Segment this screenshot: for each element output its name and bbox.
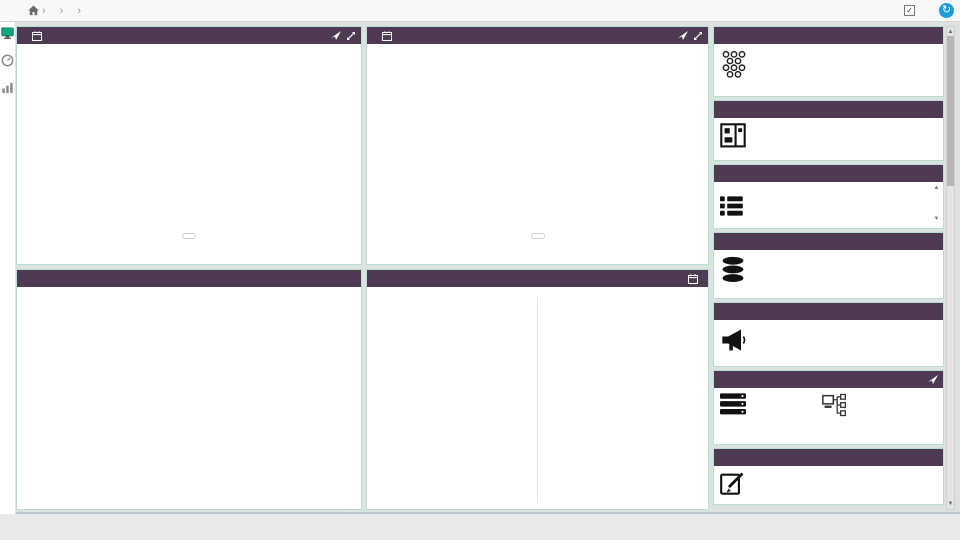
- bottom-tab-bar: [0, 512, 960, 540]
- expand-icon[interactable]: [693, 31, 703, 41]
- right-summary-column: ▲ ▼: [713, 26, 944, 505]
- bar-chart-icon[interactable]: [1, 81, 14, 94]
- tab-load[interactable]: [480, 515, 510, 539]
- megaphone-icon: [722, 329, 746, 351]
- cpu-memory-disk-panel: [16, 26, 362, 265]
- auto-refresh-checkbox[interactable]: ✓: [904, 5, 915, 16]
- tab-design[interactable]: [450, 515, 480, 539]
- gauge-icon[interactable]: [1, 54, 14, 67]
- completed-failed-pie-chart: [538, 295, 709, 455]
- monitor-icon[interactable]: [1, 27, 14, 40]
- tab-activity[interactable]: [390, 515, 420, 539]
- pool-chart: [367, 44, 708, 226]
- threshold-notifications-panel: [16, 269, 362, 510]
- refresh-button[interactable]: ↻: [939, 3, 954, 18]
- queries-panel-header: [367, 270, 708, 287]
- projections-panel: ▲ ▼: [713, 164, 944, 229]
- pin-icon[interactable]: [331, 30, 341, 41]
- calendar-icon[interactable]: [382, 30, 392, 41]
- scroll-down-arrow[interactable]: ▼: [947, 501, 954, 507]
- io-cpu-group: [720, 393, 812, 418]
- projections-scrollbar[interactable]: ▲ ▼: [933, 185, 940, 222]
- queries-body: [367, 287, 708, 509]
- dashboard-main: ▲ ▼: [16, 21, 960, 514]
- tab-overview[interactable]: [360, 515, 390, 539]
- pin-icon[interactable]: [678, 30, 688, 41]
- topbar-right: ✓ ↻: [904, 3, 960, 18]
- breadcrumb-separator: ›: [42, 4, 46, 17]
- calendar-icon[interactable]: [688, 273, 698, 284]
- running-queued-pie-chart: [367, 295, 538, 455]
- home-icon[interactable]: [28, 5, 39, 16]
- top-bar: › › › ✓ ↻: [0, 0, 960, 22]
- tab-settings[interactable]: [570, 515, 600, 539]
- license-consumption-panel: [713, 448, 944, 505]
- queries-panel: [366, 269, 709, 510]
- server-icon: [720, 393, 746, 415]
- io-threshold-note: [924, 393, 937, 397]
- pool-panel-header: [367, 27, 708, 44]
- expand-icon[interactable]: [346, 31, 356, 41]
- projections-icon: [720, 196, 743, 216]
- tab-license[interactable]: [540, 515, 570, 539]
- disk-icon: [722, 256, 744, 282]
- threshold-body: [17, 287, 361, 313]
- breadcrumb-separator: ›: [77, 4, 82, 17]
- database-nodes-icon: [722, 50, 746, 78]
- network-icon: [822, 393, 846, 417]
- io-network-group: [822, 393, 914, 420]
- queries-icon: [720, 123, 746, 148]
- pool-chart-legend: [530, 233, 545, 239]
- breadcrumb-separator: ›: [59, 4, 64, 17]
- threshold-panel-header: [17, 270, 361, 287]
- tab-manage[interactable]: [420, 515, 450, 539]
- scrollbar-thumb[interactable]: [947, 36, 954, 186]
- calendar-icon[interactable]: [32, 30, 42, 41]
- pin-icon[interactable]: [928, 374, 938, 385]
- running-queued-queries-panel: [713, 100, 944, 161]
- divider: [537, 297, 538, 503]
- right-column-scrollbar[interactable]: ▲ ▼: [946, 26, 955, 510]
- tab-query-plan[interactable]: [510, 515, 540, 539]
- general-pool-panel: [366, 26, 709, 265]
- cpu-panel-header: [17, 27, 361, 44]
- license-edit-icon: [720, 472, 744, 495]
- disk-space-usage-panel: [713, 232, 944, 299]
- io-wait-notices-panel: [713, 370, 944, 445]
- left-sidebar: [0, 21, 16, 514]
- workload-analyzer-panel: [713, 302, 944, 367]
- cpu-chart-legend: [182, 233, 196, 239]
- cpu-chart: [17, 44, 361, 226]
- database-nodes-health-panel: [713, 26, 944, 97]
- scroll-up-arrow[interactable]: ▲: [947, 29, 954, 35]
